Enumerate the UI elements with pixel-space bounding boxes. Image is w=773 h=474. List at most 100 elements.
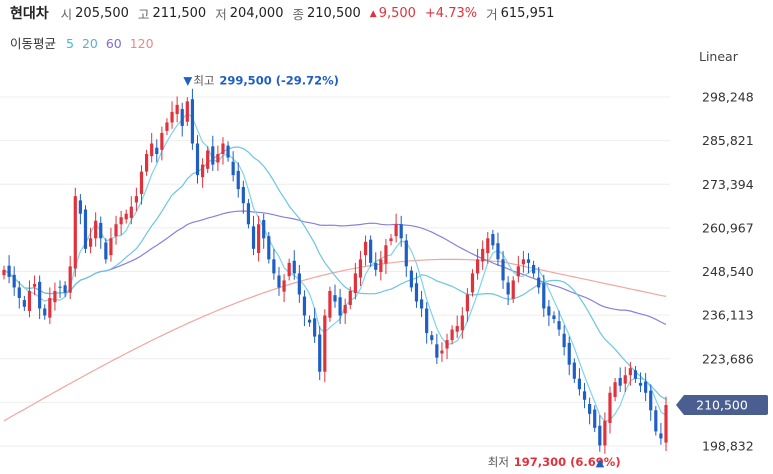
- candle-body: [94, 220, 98, 239]
- high-annotation-arrow: ▼: [183, 74, 192, 88]
- candle-body: [557, 321, 561, 330]
- candle-body: [78, 200, 82, 214]
- candle-body: [318, 334, 322, 372]
- candle-body: [22, 300, 26, 307]
- candle-body: [450, 329, 454, 341]
- candle-body: [425, 308, 429, 334]
- up-triangle-icon: ▲: [369, 8, 377, 19]
- ma-5-line: [3, 112, 667, 423]
- candle-body: [17, 287, 21, 298]
- candle-body: [353, 273, 357, 294]
- candle-body: [399, 224, 403, 239]
- candle-body: [654, 410, 658, 432]
- candle-body: [124, 213, 128, 220]
- y-tick-label: 298,248: [702, 90, 754, 105]
- open-value: 205,500: [75, 5, 129, 21]
- candle-body: [404, 240, 408, 267]
- candle-body: [221, 143, 225, 155]
- candle-body: [537, 277, 541, 288]
- candle-body: [384, 245, 388, 264]
- high-label: 고: [137, 6, 150, 22]
- candle-body: [644, 381, 648, 393]
- candle-body: [618, 378, 622, 386]
- candle-body: [532, 264, 536, 274]
- candle-body: [501, 259, 505, 281]
- candle-body: [2, 269, 6, 276]
- candle-body: [134, 196, 138, 203]
- candle-body: [277, 275, 281, 288]
- candle-body: [48, 297, 52, 318]
- candle-body: [598, 425, 602, 446]
- candle-body: [104, 242, 108, 260]
- candle-body: [12, 274, 16, 288]
- candle-body: [83, 209, 88, 249]
- candle-body: [139, 171, 144, 195]
- candle-body: [659, 433, 663, 439]
- candle-body: [649, 390, 653, 411]
- candle-body: [475, 259, 480, 274]
- scale-mode-toggle[interactable]: Linear: [699, 49, 738, 64]
- candle-body: [53, 290, 57, 303]
- candle-body: [160, 132, 164, 150]
- candle-body: [190, 99, 195, 144]
- candle-body: [628, 368, 632, 376]
- y-tick-label: 273,394: [702, 177, 754, 192]
- candle-body: [297, 273, 301, 295]
- candle-body: [119, 217, 123, 225]
- y-tick-label: 223,686: [702, 351, 754, 366]
- candle-body: [99, 222, 103, 239]
- y-tick-label: 198,832: [702, 439, 754, 454]
- candle-body: [348, 290, 352, 305]
- candle-body: [547, 306, 551, 316]
- candle-body: [613, 382, 617, 397]
- ma-60-line: [3, 210, 667, 325]
- candle-body: [68, 266, 72, 293]
- y-tick-label: 248,540: [702, 264, 754, 279]
- candle-body: [491, 234, 495, 246]
- candle-body: [521, 259, 526, 265]
- candle-body: [150, 143, 154, 157]
- candle-body: [562, 333, 566, 348]
- candle-body: [440, 350, 444, 354]
- volume-label: 거: [486, 6, 498, 22]
- candle-body: [165, 122, 169, 131]
- candle-body: [292, 260, 296, 274]
- ma-20-label: 20: [81, 36, 98, 51]
- candle-body: [114, 224, 118, 237]
- candle-body: [465, 294, 469, 312]
- candle-body: [328, 290, 332, 318]
- candle-body: [216, 154, 220, 163]
- candle-body: [430, 335, 434, 341]
- stock-summary-header: 현대차 시 205,500 고 211,500 저 204,000 종 210,…: [10, 4, 563, 23]
- moving-average-legend[interactable]: 이동평균 5 20 60 120: [10, 33, 158, 52]
- candle-body: [257, 224, 261, 254]
- candle-body: [572, 362, 576, 379]
- volume-value: 615,951: [500, 5, 555, 21]
- candle-body: [552, 315, 556, 320]
- candle-body: [313, 318, 317, 337]
- candle-body: [231, 161, 235, 176]
- low-value: 204,000: [229, 5, 284, 21]
- candle-body: [542, 283, 546, 309]
- candle-body: [343, 304, 347, 314]
- low-annotation-arrow: ▲: [596, 456, 605, 469]
- current-price-tag: [676, 395, 768, 416]
- candle-body: [638, 382, 643, 386]
- candle-body: [414, 283, 419, 302]
- candle-body: [241, 187, 245, 204]
- candle-body: [369, 239, 373, 263]
- candle-body: [567, 342, 571, 365]
- candle-body: [88, 238, 93, 247]
- candle-body: [394, 224, 398, 237]
- candle-body: [419, 299, 424, 309]
- ma-120-line: [3, 258, 667, 422]
- candle-body: [516, 266, 520, 277]
- candle-body: [307, 319, 312, 323]
- candle-body: [435, 344, 439, 358]
- candle-body: [633, 370, 638, 379]
- candle-body: [409, 270, 413, 288]
- high-annotation-label: 최고: [193, 74, 214, 88]
- candle-body: [129, 206, 133, 218]
- candle-body: [588, 403, 592, 414]
